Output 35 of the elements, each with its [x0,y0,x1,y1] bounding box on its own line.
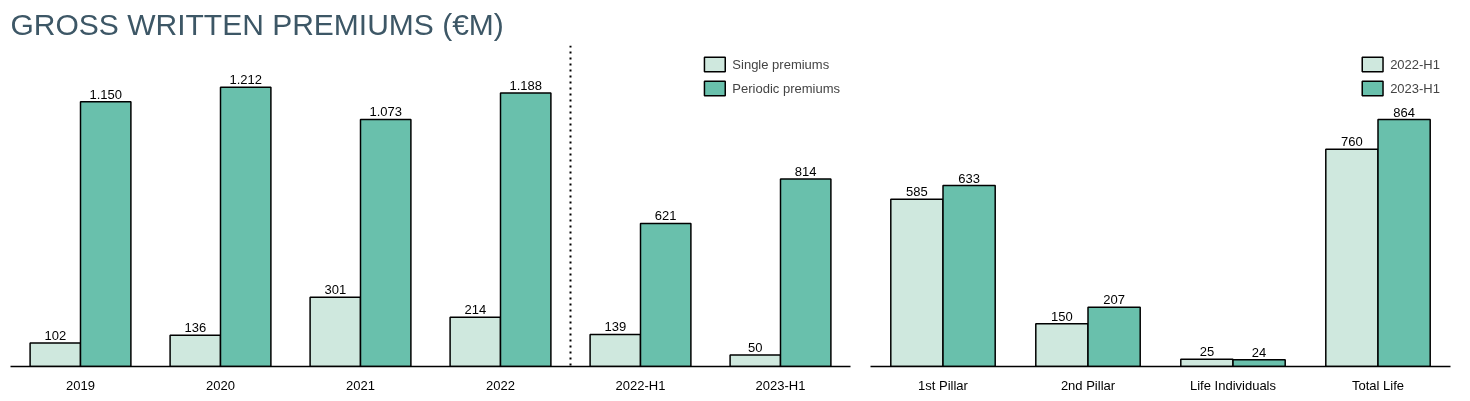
x-tick-label: 2019 [66,377,95,393]
x-tick-label: 2022-H1 [615,377,666,393]
data-label: 1.188 [509,77,542,93]
data-label: 585 [906,184,928,200]
x-tick-label: 1st Pillar [918,377,969,393]
data-label: 760 [1341,134,1363,150]
data-label: 633 [958,170,980,186]
data-label: 1.150 [89,86,122,102]
legend-label: Single premiums [732,56,830,72]
data-label: 24 [1251,344,1267,360]
legend-label: 2022-H1 [1390,56,1440,72]
data-label: 207 [1103,292,1125,308]
legend-label: Periodic premiums [732,80,840,96]
data-label: 301 [324,282,347,298]
data-label: 25 [1199,344,1215,360]
data-label: 150 [1051,308,1073,324]
data-label: 102 [44,328,67,344]
legend-label: 2023-H1 [1390,80,1440,96]
x-tick-label: 2022 [486,377,515,393]
data-label: 214 [464,302,487,318]
data-label: 50 [748,339,763,355]
x-tick-label: Life Individuals [1190,377,1277,393]
data-label: 621 [654,208,677,224]
data-label: 864 [1393,104,1415,120]
x-tick-label: 2nd Pillar [1060,377,1116,393]
chart-title: GROSS WRITTEN PREMIUMS (€M) [10,7,504,41]
x-tick-label: 2021 [346,377,375,393]
data-label: 136 [184,320,207,336]
x-tick-label: 2020 [206,377,235,393]
x-tick-label: 2023-H1 [755,377,806,393]
data-label: 139 [604,319,627,335]
data-label: 1.212 [229,72,262,88]
data-label: 1.073 [369,104,402,120]
x-tick-label: Total Life [1351,377,1405,393]
data-label: 814 [794,164,817,180]
